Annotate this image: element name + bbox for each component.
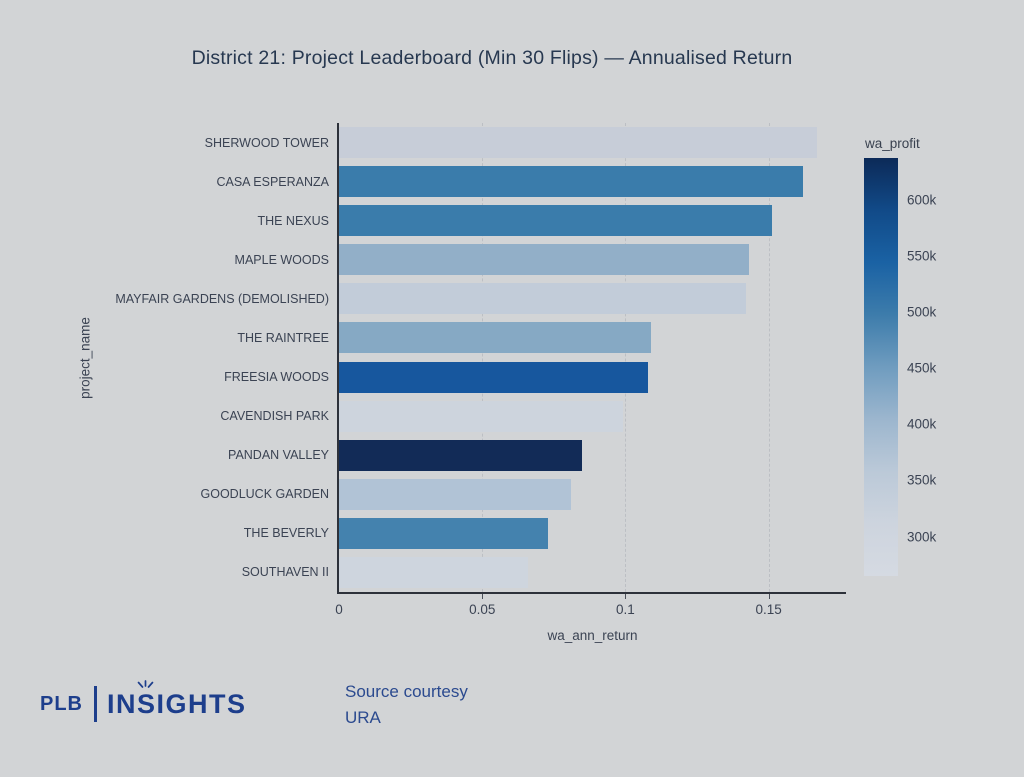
bar [339,361,649,393]
bar-row: CAVENDISH PARK [220,397,846,436]
y-axis-title: project_name [77,317,93,399]
source-credit-line1: Source courtesy [345,682,468,701]
bar-row: SHERWOOD TOWER [205,123,846,162]
gridline [625,123,627,592]
bar-row: THE BEVERLY [244,514,846,553]
colorbar-tick-label: 300k [907,529,937,545]
plb-insights-logo: PLB INSIGHTS [40,679,247,722]
bar [339,166,804,198]
plot-area: SHERWOOD TOWER CASA ESPERANZA THE NEXUS MAP… [115,123,846,643]
bar-row: MAPLE WOODS [235,240,846,279]
bar [339,205,772,237]
x-tick-label: 0.15 [755,602,782,617]
colorbar-legend: wa_profit 600k 550k 500k 450k 400k 350k 300k [864,136,936,576]
logo-plb-text: PLB [40,692,83,715]
bar [339,322,652,354]
x-tick-label: 0 [335,602,343,617]
source-credit-line2: URA [345,708,381,727]
bar-row: FREESIA WOODS [224,357,846,396]
bar-row: THE RAINTREE [237,318,846,357]
category-label: FREESIA WOODS [224,370,329,384]
bar [339,127,818,159]
bar-row: THE NEXUS [257,201,846,240]
colorbar-tick-label: 450k [907,360,937,376]
bar [339,556,529,588]
x-tick-label: 0.05 [469,602,496,617]
bar-row: MAYFAIR GARDENS (DEMOLISHED) [115,279,846,318]
bar-row: PANDAN VALLEY [228,436,846,475]
bars-container: SHERWOOD TOWER CASA ESPERANZA THE NEXUS MAP… [115,123,846,592]
bar [339,439,583,471]
category-label: MAPLE WOODS [234,252,329,267]
x-tick-mark [625,594,627,599]
gridline [482,123,484,592]
logo-divider [94,686,97,722]
colorbar-tick-label: 600k [907,192,937,208]
logo-insights: INSIGHTS [107,679,247,720]
x-tick-mark [768,594,770,599]
category-label: PANDAN VALLEY [228,448,329,463]
colorbar-tick-label: 550k [907,248,937,264]
category-label: THE NEXUS [257,213,329,228]
x-tick-label: 0.1 [616,602,635,617]
x-tick-mark [482,594,484,599]
category-label: THE RAINTREE [237,330,329,345]
bar [339,244,749,276]
logo-insights-text: INSIGHTS [107,688,247,719]
x-axis-title: wa_ann_return [547,628,638,643]
category-label: CASA ESPERANZA [216,174,329,189]
bar [339,400,623,432]
lightbulb-rays-icon [137,679,154,688]
gridline [768,123,770,592]
colorbar-gradient: 600k 550k 500k 450k 400k 350k 300k [864,158,936,576]
bar-row: GOODLUCK GARDEN [201,475,846,514]
source-credit: Source courtesy URA [345,679,468,731]
bar-row: SOUTHAVEN II [242,553,846,592]
colorbar-title: wa_profit [865,136,920,151]
chart-title: District 21: Project Leaderboard (Min 30… [191,47,793,69]
colorbar-tick-label: 400k [907,416,937,432]
category-label: SHERWOOD TOWER [204,135,329,150]
colorbar-tick-label: 350k [907,472,937,488]
bar [339,478,572,510]
bar-row: CASA ESPERANZA [216,162,846,201]
category-label: SOUTHAVEN II [241,565,329,580]
category-label: CAVENDISH PARK [220,409,329,424]
category-label: GOODLUCK GARDEN [200,487,330,502]
bar [339,283,746,315]
colorbar-tick-label: 500k [907,304,937,320]
bar [339,517,549,549]
category-label: MAYFAIR GARDENS (DEMOLISHED) [115,291,329,306]
category-label: THE BEVERLY [243,526,329,541]
